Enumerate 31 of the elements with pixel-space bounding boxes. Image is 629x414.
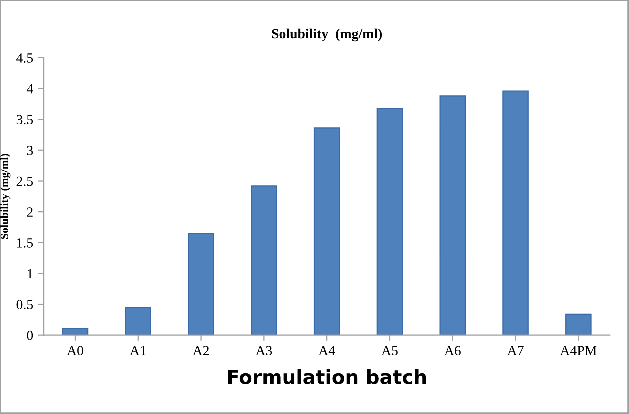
- y-tick-label: 1.5: [17, 238, 34, 248]
- x-tick-label: A0: [67, 346, 84, 356]
- y-tick-label: 4.5: [16, 54, 34, 63]
- bar: [188, 233, 214, 336]
- bar: [62, 328, 89, 336]
- x-axis-title: Formulation batch: [228, 369, 426, 385]
- y-tick-label: 2: [27, 208, 33, 217]
- x-tick-label: A4PM: [560, 346, 597, 356]
- y-tick-label: 3.5: [16, 115, 34, 125]
- y-tick-label: 0: [27, 330, 34, 340]
- x-tick-label: A1: [130, 346, 146, 356]
- y-tick-label: 2.5: [16, 176, 34, 186]
- y-tick-label: 3: [27, 146, 34, 156]
- bar: [440, 96, 466, 336]
- x-tick-label: A7: [507, 346, 524, 356]
- x-tick-label: A2: [192, 346, 209, 356]
- x-tick-label: A4: [318, 346, 336, 356]
- y-tick-label: 4: [26, 84, 34, 94]
- bar: [566, 314, 592, 336]
- y-tick-label: 1: [28, 269, 33, 279]
- x-tick-label: A3: [256, 346, 272, 356]
- y-axis-title: Solubility (mg/ml): [0, 154, 11, 240]
- bar: [502, 90, 529, 336]
- bar: [376, 108, 404, 336]
- bar: [251, 186, 278, 336]
- x-tick-label: A5: [382, 346, 398, 356]
- y-tick-label: 0.5: [16, 300, 34, 310]
- bar: [125, 307, 152, 336]
- x-tick-label: A6: [444, 346, 461, 356]
- chart-title: Solubility (mg/ml): [272, 28, 382, 42]
- bar: [314, 128, 340, 336]
